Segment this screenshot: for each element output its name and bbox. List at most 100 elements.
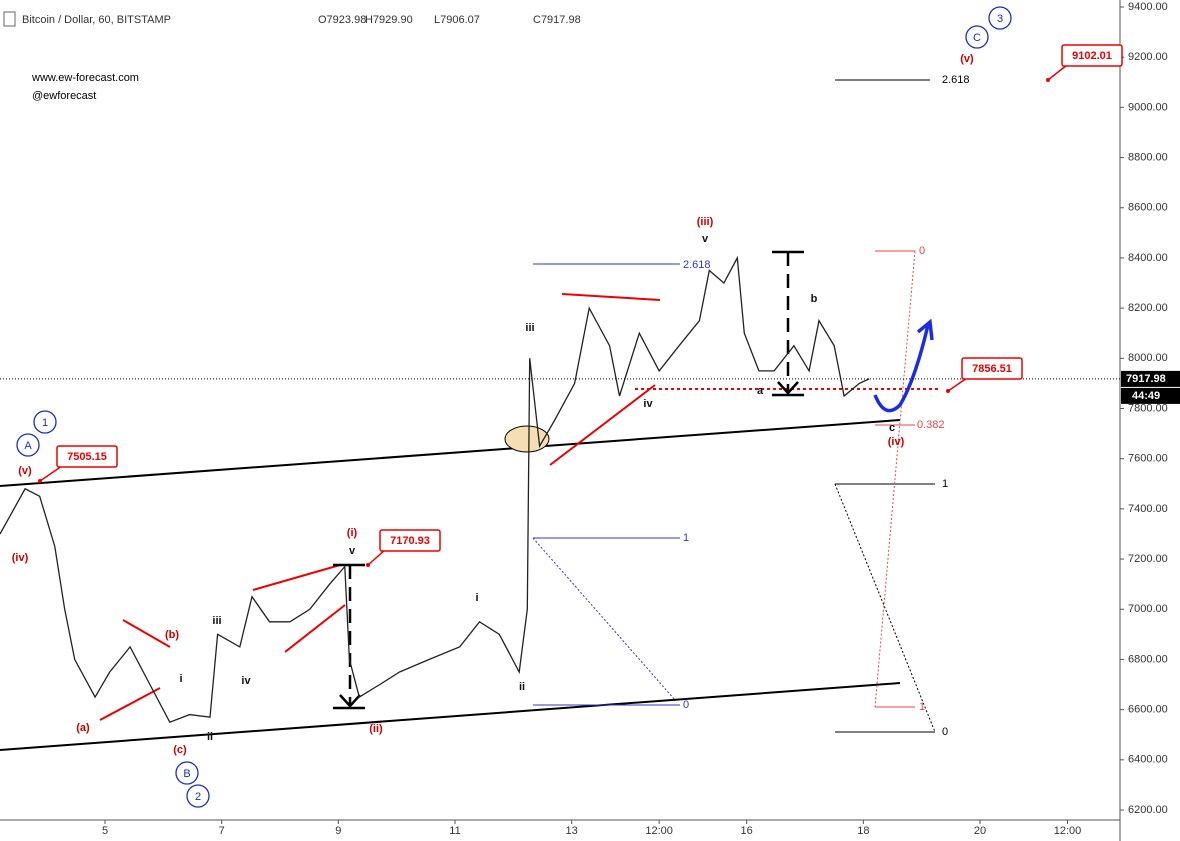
wave-label: C (973, 32, 981, 44)
wave-label: (i) (347, 527, 358, 539)
y-tick-label: 7800.00 (1128, 402, 1168, 414)
projection-arrowhead (916, 318, 934, 341)
y-tick-label: 7200.00 (1128, 553, 1168, 565)
wave-label: (b) (165, 629, 179, 641)
callout-dot (946, 389, 950, 393)
callout-box (379, 529, 441, 552)
title: Bitcoin / Dollar, 60, BITSTAMP (22, 14, 171, 26)
x-tick-label: 13 (566, 825, 578, 837)
x-tick-label: 18 (857, 825, 869, 837)
y-tick-label: 6600.00 (1128, 704, 1168, 716)
wave-label: (iv) (888, 436, 905, 448)
last-price-box (1121, 370, 1180, 387)
wave-label: (iii) (697, 216, 714, 228)
y-tick-label: 7000.00 (1128, 603, 1168, 615)
price-callout: 7505.15 (67, 451, 107, 463)
wave-circle (16, 433, 40, 457)
fib-label: 1 (683, 532, 689, 544)
fib-label: 0 (942, 726, 948, 738)
x-tick-label: 20 (974, 825, 986, 837)
wave-label: B (183, 768, 190, 780)
channel-bottom (0, 682, 901, 751)
price-callout: 7856.51 (972, 363, 1012, 375)
wave-circle (175, 761, 199, 785)
callout-dot (38, 479, 42, 483)
callout-dot (366, 563, 370, 567)
fib-label: 0 (683, 699, 689, 711)
fib-label: 2.618 (942, 74, 970, 86)
fib-lines (532, 79, 936, 733)
wave-circle (988, 6, 1012, 30)
wave-label: iii (212, 615, 221, 627)
breakout-ellipse (504, 425, 550, 453)
channel-top (0, 419, 901, 487)
price-line (0, 255, 870, 724)
x-tick-label: 7 (219, 825, 225, 837)
y-tick-label: 8800.00 (1128, 151, 1168, 163)
wave-label: iv (643, 398, 653, 410)
wave-label: i (179, 673, 182, 685)
callout-dot (1046, 78, 1050, 82)
wave-label: (ii) (369, 723, 383, 735)
callout-pointer (39, 465, 63, 482)
wave-label: ii (519, 681, 525, 693)
projection-arrow (873, 324, 930, 413)
y-tick-label: 6400.00 (1128, 754, 1168, 766)
x-tick-label: 9 (335, 825, 341, 837)
fib-label: 0 (919, 245, 925, 257)
wave-label: (v) (960, 53, 974, 65)
y-tick-label: 8400.00 (1128, 252, 1168, 264)
wave-label: (a) (76, 722, 90, 734)
callout-box (961, 357, 1023, 380)
wave-label: 3 (997, 13, 1003, 25)
ohlc-value: L7906.07 (434, 14, 480, 26)
wave-circle (186, 784, 210, 808)
wave-label: i (475, 592, 478, 604)
fib-label: 0.382 (917, 419, 945, 431)
wave-label: b (811, 293, 818, 305)
callout-pointer (1047, 64, 1068, 81)
price-callout: 7170.93 (390, 535, 430, 547)
price-callout: 9102.01 (1072, 50, 1112, 62)
y-tick-label: 8200.00 (1128, 302, 1168, 314)
wave-label: v (702, 233, 709, 245)
wave-label: (c) (173, 744, 187, 756)
fib-label: 1 (919, 701, 925, 713)
wave-label: v (349, 545, 356, 557)
wave-label: ii (207, 731, 213, 743)
y-tick-label: 6800.00 (1128, 653, 1168, 665)
watermark: @ewforecast (32, 90, 96, 102)
ohlc-value: H7929.90 (365, 14, 413, 26)
countdown-box (1121, 387, 1180, 404)
countdown-label: 44:49 (1132, 390, 1160, 402)
wave-label: 1 (42, 417, 48, 429)
wave-label: iv (241, 675, 251, 687)
y-tick-label: 8000.00 (1128, 352, 1168, 364)
callout-pointer (367, 549, 386, 566)
callout-box (56, 445, 118, 468)
wave-label: (iv) (12, 552, 29, 564)
y-tick-label: 9200.00 (1128, 51, 1168, 63)
fib-label: 1 (942, 478, 948, 490)
wave-label: iii (525, 322, 534, 334)
ohlc-value: O7923.98 (318, 14, 366, 26)
x-tick-label: 12:00 (1054, 825, 1082, 837)
wave-circle (965, 25, 989, 49)
callout-box (1061, 44, 1123, 67)
x-tick-label: 5 (102, 825, 108, 837)
red-wedges (99, 293, 661, 721)
wave-circle (33, 410, 57, 434)
wave-label: a (757, 385, 764, 397)
y-tick-label: 9000.00 (1128, 101, 1168, 113)
fib-label: 2.618 (683, 259, 711, 271)
wave-label: A (24, 440, 32, 452)
ohlc-value: C7917.98 (533, 14, 581, 26)
y-tick-label: 9400.00 (1128, 1, 1168, 13)
wave-label: c (889, 422, 895, 434)
x-tick-label: 11 (449, 825, 460, 837)
x-tick-label: 12:00 (645, 825, 673, 837)
y-tick-label: 8600.00 (1128, 202, 1168, 214)
collapse-icon (3, 11, 16, 27)
